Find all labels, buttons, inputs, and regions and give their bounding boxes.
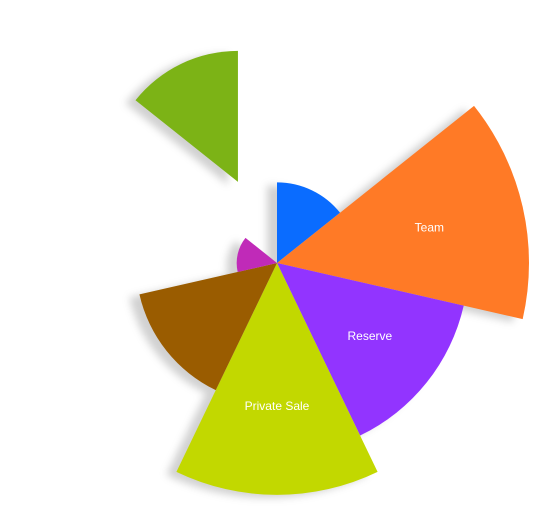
slice-reserve[interactable] <box>277 263 464 436</box>
slice-unlabeled-5[interactable] <box>236 237 277 272</box>
chart-slices <box>135 50 530 495</box>
slice-team[interactable] <box>277 105 530 320</box>
slice-label-private-sale: Private Sale <box>245 399 310 413</box>
slice-unlabeled-0[interactable] <box>277 182 341 263</box>
slice-private-sale[interactable] <box>176 263 378 495</box>
chart-labels: Team Reserve Private Sale <box>245 220 444 413</box>
slice-unlabeled-6[interactable] <box>135 50 238 182</box>
slice-unlabeled-4[interactable] <box>139 263 277 391</box>
slice-label-team: Team <box>415 220 444 234</box>
slice-label-reserve: Reserve <box>347 329 392 343</box>
